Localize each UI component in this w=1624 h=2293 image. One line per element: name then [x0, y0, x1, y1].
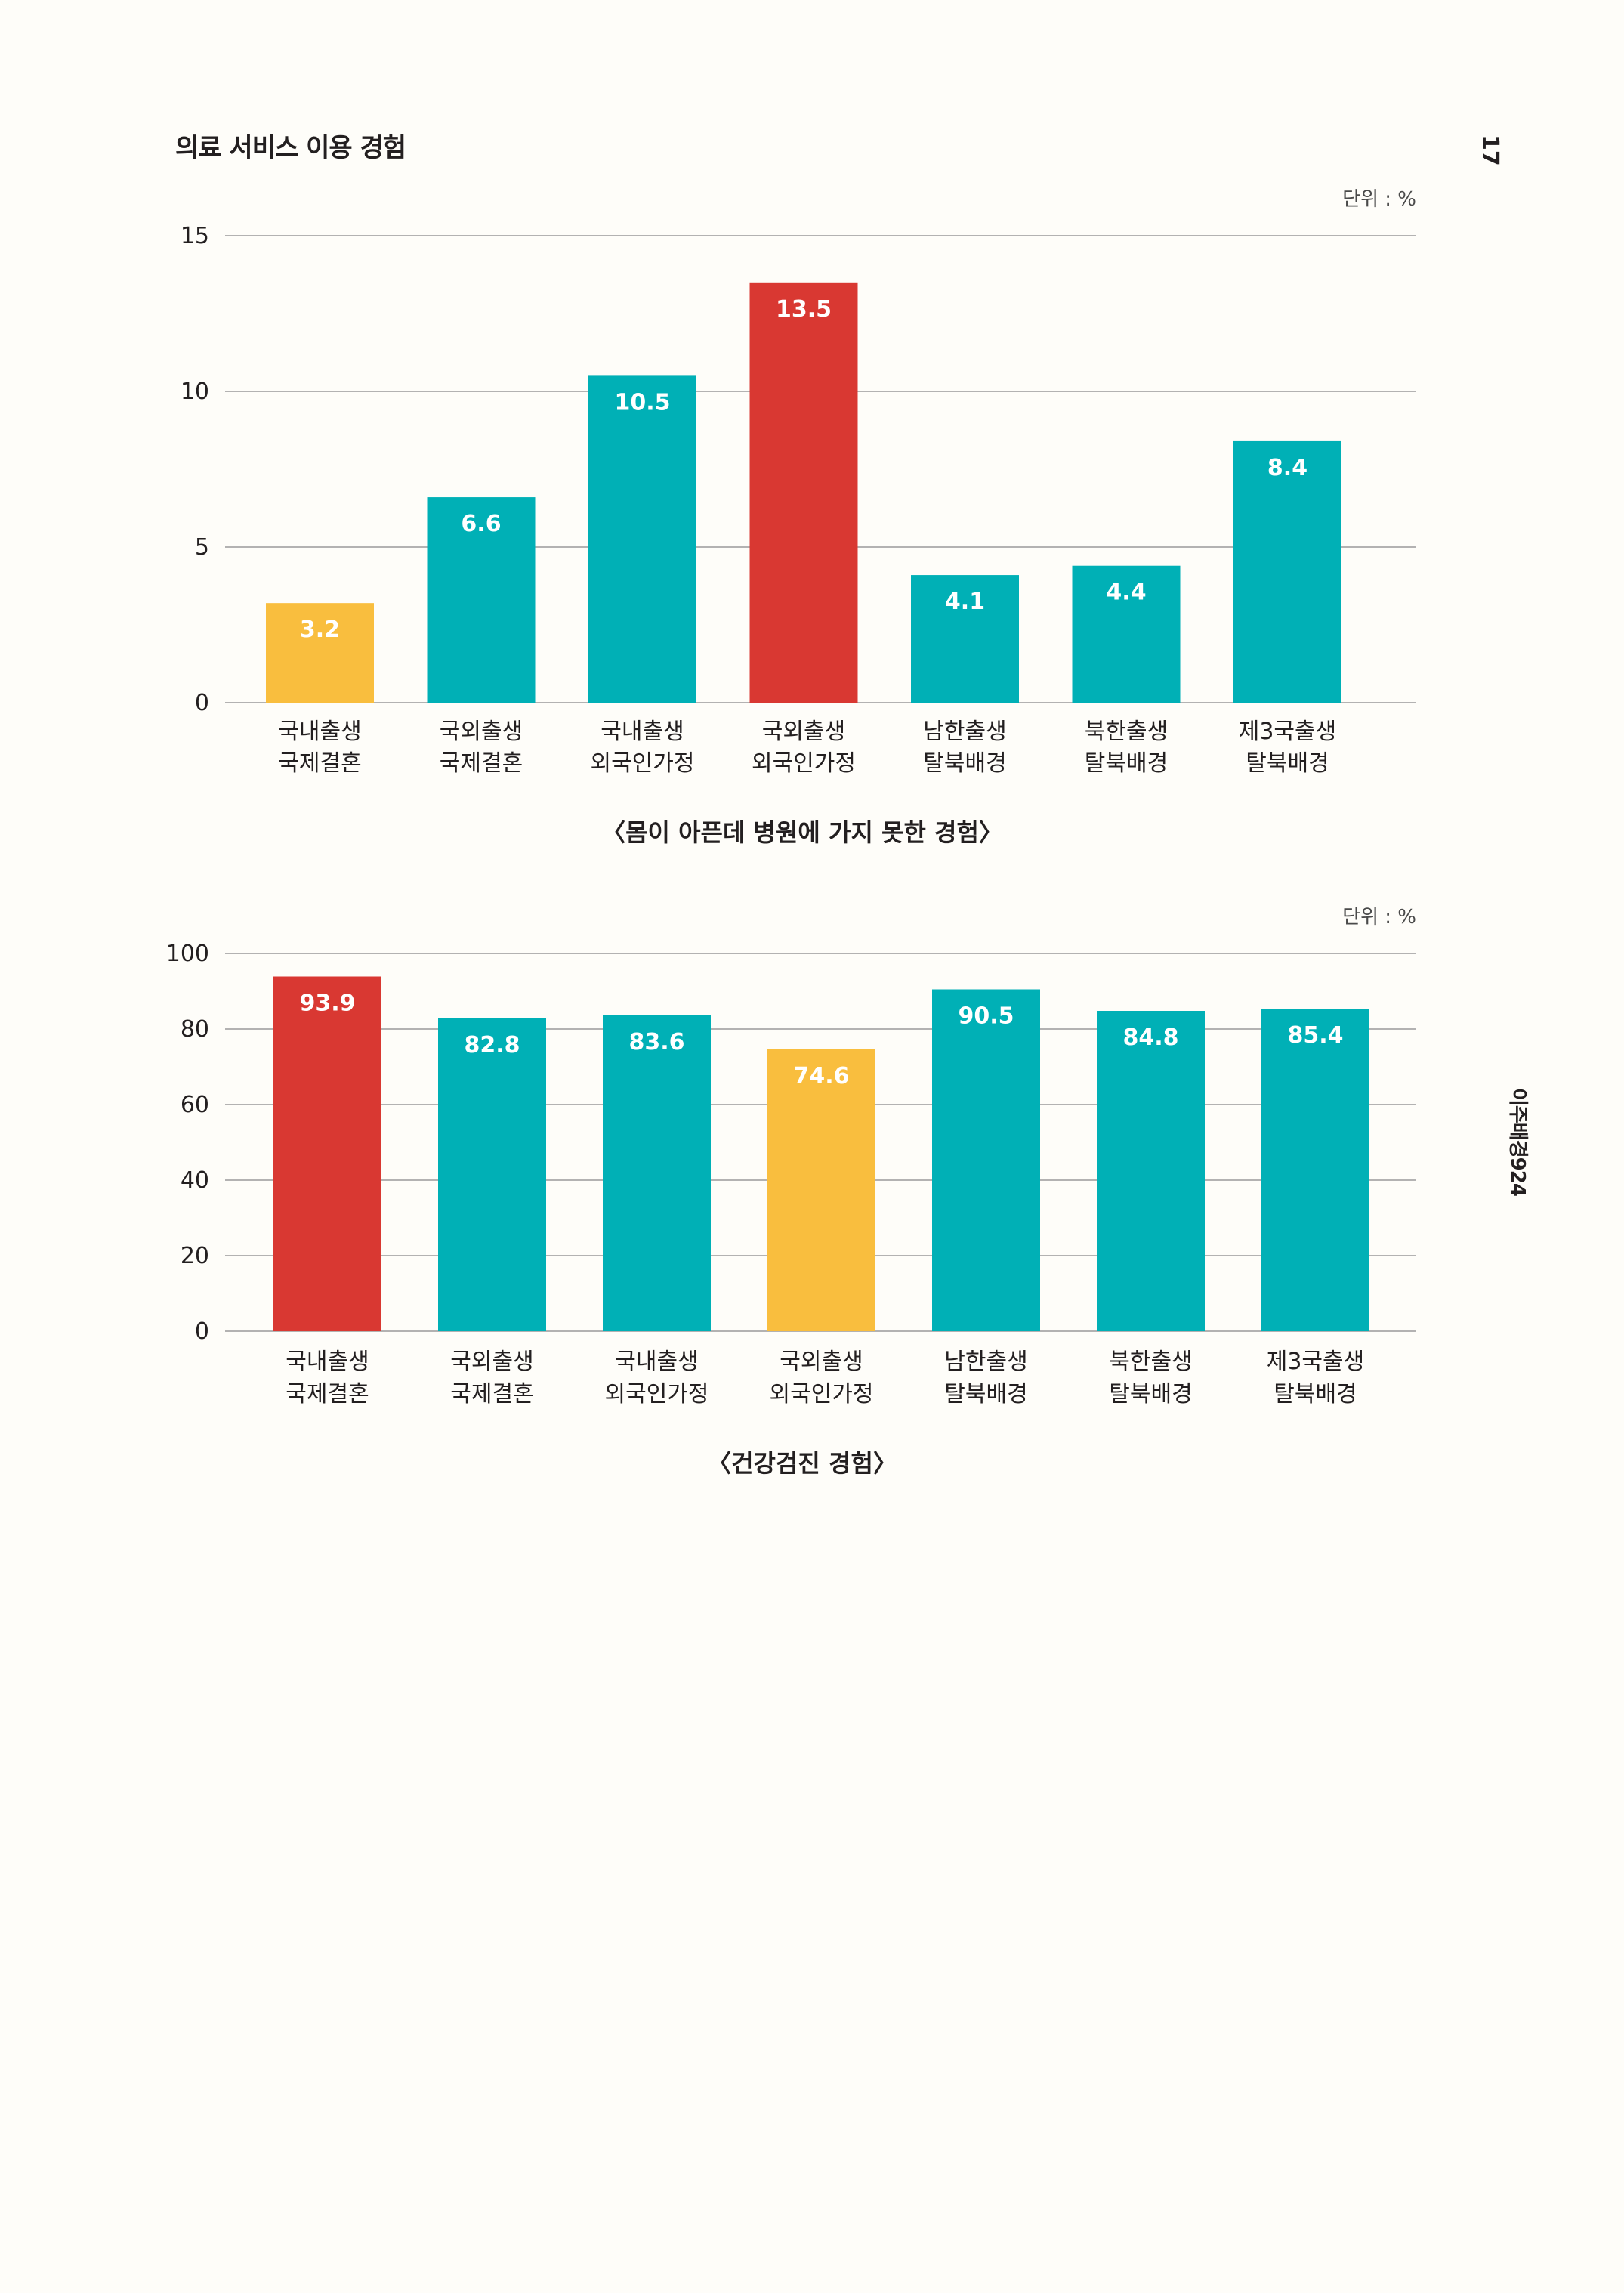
category-label-line1: 국내출생: [286, 1349, 369, 1375]
bar: [603, 1015, 711, 1331]
category-label-line1: 국외출생: [450, 1349, 533, 1375]
y-tick-label: 15: [181, 223, 209, 249]
bar: [588, 375, 696, 703]
value-label: 4.4: [1106, 579, 1146, 606]
category-label-line1: 북한출생: [1085, 718, 1168, 745]
category-label-line2: 탈북배경: [1246, 750, 1329, 777]
y-tick-label: 10: [181, 379, 209, 405]
bar: [1261, 1009, 1369, 1331]
category-label-line2: 국제결혼: [450, 1381, 533, 1408]
y-tick-label: 20: [181, 1243, 209, 1269]
category-label-line1: 국외출생: [762, 718, 845, 745]
value-label: 83.6: [628, 1029, 684, 1055]
category-label-line2: 탈북배경: [1109, 1381, 1192, 1408]
category-label-line2: 외국인가정: [770, 1381, 874, 1408]
y-tick-label: 60: [181, 1092, 209, 1118]
category-label-line2: 국제결혼: [286, 1381, 369, 1408]
value-label: 90.5: [958, 1003, 1014, 1030]
category-label-line1: 북한출생: [1109, 1349, 1192, 1375]
category-label-line1: 남한출생: [923, 718, 1006, 745]
value-label: 4.1: [945, 589, 985, 615]
y-tick-label: 100: [166, 941, 209, 967]
value-label: 85.4: [1287, 1022, 1343, 1049]
unit-label: 단위 : %: [1342, 906, 1416, 929]
category-label-line2: 국제결혼: [440, 750, 523, 777]
bar: [273, 976, 381, 1331]
bar: [438, 1018, 546, 1331]
bar: [427, 497, 536, 703]
value-label: 84.8: [1122, 1024, 1178, 1051]
category-label-line2: 외국인가정: [605, 1381, 709, 1408]
unit-label: 단위 : %: [1342, 188, 1416, 211]
bar: [1097, 1011, 1205, 1331]
category-label-line1: 남한출생: [944, 1349, 1027, 1375]
value-label: 93.9: [299, 990, 355, 1017]
value-label: 8.4: [1267, 455, 1308, 481]
value-label: 74.6: [793, 1063, 849, 1089]
bar: [767, 1049, 875, 1331]
value-label: 3.2: [300, 617, 340, 643]
y-tick-label: 40: [181, 1167, 209, 1194]
category-label-line2: 탈북배경: [923, 750, 1006, 777]
value-label: 10.5: [614, 389, 670, 416]
category-label-line1: 국외출생: [440, 718, 523, 745]
category-label-line1: 제3국출생: [1267, 1349, 1365, 1375]
category-label-line2: 탈북배경: [1274, 1381, 1357, 1408]
category-label-line1: 국내출생: [615, 1349, 698, 1375]
y-tick-label: 80: [181, 1016, 209, 1043]
category-label-line1: 국외출생: [780, 1349, 863, 1375]
value-label: 6.6: [461, 511, 501, 537]
category-label-line2: 국제결혼: [278, 750, 361, 777]
bar: [266, 603, 374, 703]
value-label: 82.8: [464, 1032, 520, 1058]
category-label-line2: 외국인가정: [752, 750, 856, 777]
bar: [1233, 440, 1341, 703]
category-label-line1: 국내출생: [278, 718, 361, 745]
category-label-line1: 국내출생: [601, 718, 684, 745]
category-label-line2: 탈북배경: [944, 1381, 1027, 1408]
bar: [932, 989, 1040, 1331]
y-tick-label: 5: [195, 534, 209, 561]
bar: [749, 282, 858, 703]
category-label-line2: 외국인가정: [591, 750, 695, 777]
category-label-line2: 탈북배경: [1085, 750, 1168, 777]
bar: [911, 575, 1019, 703]
section-title: 의료 서비스 이용 경험: [175, 133, 406, 163]
value-label: 13.5: [776, 296, 832, 323]
bar: [1072, 565, 1181, 703]
y-tick-label: 0: [195, 690, 209, 716]
chart-title: 〈몸이 아픈데 병원에 가지 못한 경험〉: [601, 818, 1003, 847]
y-tick-label: 0: [195, 1318, 209, 1345]
chart-title: 〈건강검진 경험〉: [707, 1449, 897, 1478]
category-label-line1: 제3국출생: [1239, 718, 1337, 745]
